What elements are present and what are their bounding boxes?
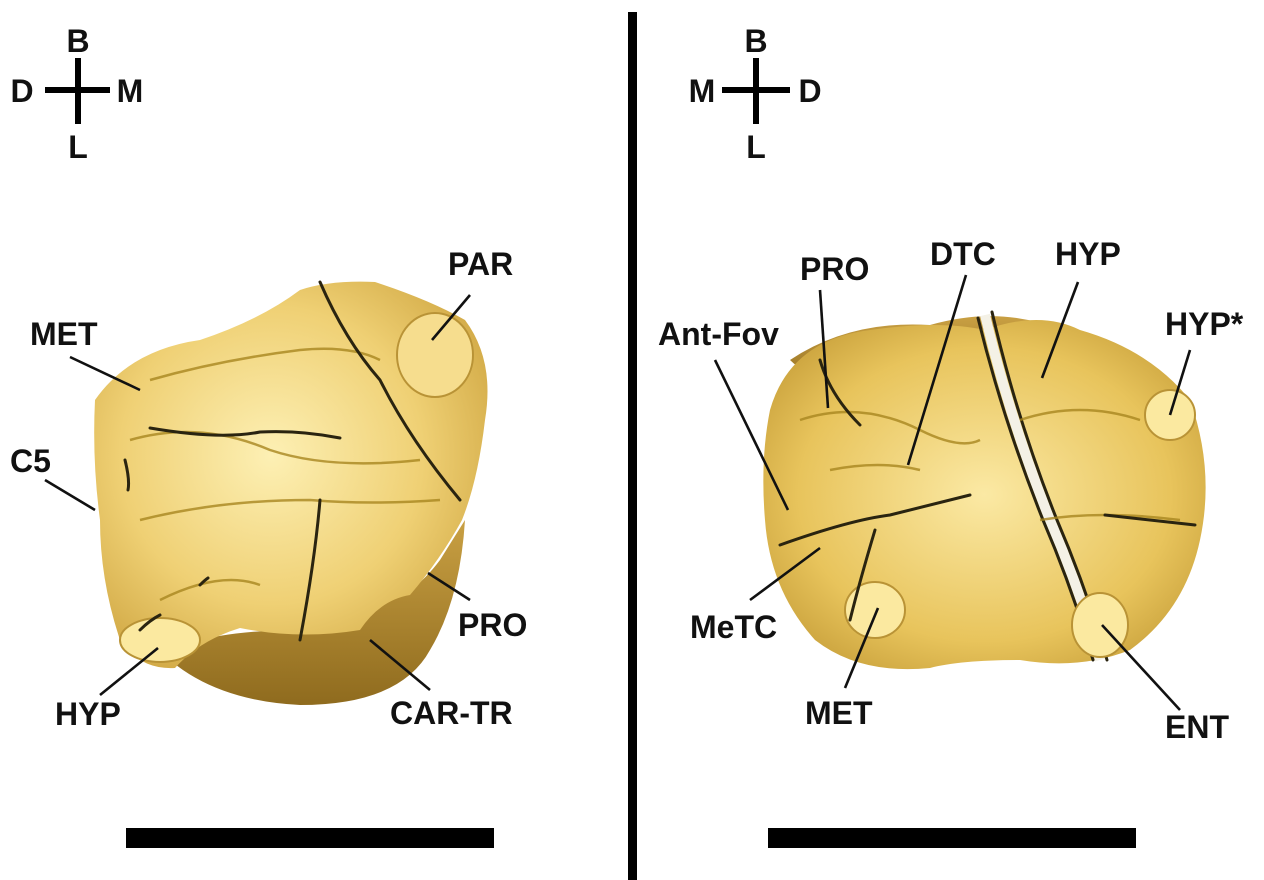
label-right-ent: ENT <box>1165 709 1229 745</box>
label-left-car-tr: CAR-TR <box>390 695 513 731</box>
right-compass-bottom: L <box>746 129 766 165</box>
left-scale-bar <box>126 828 494 848</box>
label-right-met: MET <box>805 695 873 731</box>
right-scale-bar <box>768 828 1136 848</box>
label-right-ant-fov: Ant-Fov <box>658 316 779 352</box>
right-compass-left: M <box>689 73 716 109</box>
right-annotations: PRO DTC HYP HYP* Ant-Fov MeTC MET ENT <box>658 236 1244 745</box>
right-compass: B M D L <box>689 23 822 165</box>
left-tooth-render <box>94 280 488 705</box>
label-right-hyp-star: HYP* <box>1165 306 1244 342</box>
label-left-c5: C5 <box>10 443 51 479</box>
right-compass-top: B <box>744 23 767 59</box>
panel-divider <box>628 12 637 880</box>
left-compass-bottom: L <box>68 129 88 165</box>
left-compass: B D M L <box>10 23 143 165</box>
label-right-metc: MeTC <box>690 609 777 645</box>
left-compass-left: D <box>10 73 33 109</box>
label-right-dtc: DTC <box>930 236 996 272</box>
label-left-hyp: HYP <box>55 696 121 732</box>
label-left-pro: PRO <box>458 607 527 643</box>
left-compass-right: M <box>117 73 144 109</box>
label-right-hyp: HYP <box>1055 236 1121 272</box>
right-compass-right: D <box>798 73 821 109</box>
label-right-pro: PRO <box>800 251 869 287</box>
left-compass-top: B <box>66 23 89 59</box>
label-left-par: PAR <box>448 246 513 282</box>
right-tooth-render <box>763 310 1206 670</box>
left-annotations: PAR MET C5 HYP PRO CAR-TR <box>10 246 527 732</box>
label-left-met: MET <box>30 316 98 352</box>
